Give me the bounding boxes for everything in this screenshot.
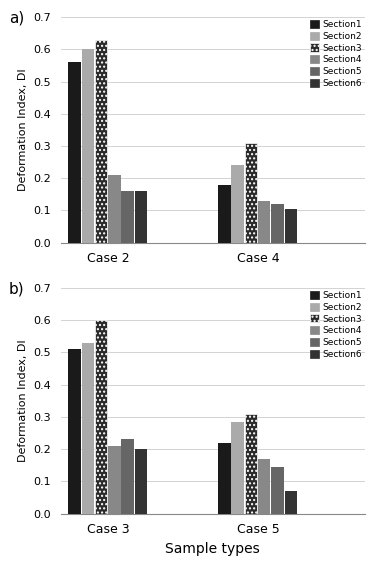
Bar [95,40,108,243]
Y-axis label: Deformation Index, DI: Deformation Index, DI [18,69,27,191]
Bar [245,414,257,514]
Y-axis label: Deformation Index, DI: Deformation Index, DI [18,340,27,462]
Legend: Section1, Section2, Section3, Section4, Section5, Section6: Section1, Section2, Section3, Section4, … [308,18,364,90]
Legend: Section1, Section2, Section3, Section4, Section5, Section6: Section1, Section2, Section3, Section4, … [308,289,364,361]
Text: a): a) [9,10,24,26]
Bar [108,175,121,243]
Bar [108,446,121,514]
Bar [135,449,147,514]
Bar [135,191,147,243]
Bar [82,49,94,243]
Bar [218,443,231,514]
Bar [68,62,81,243]
Bar [271,467,284,514]
Bar [95,320,108,514]
Bar [245,143,257,243]
Bar [232,166,244,243]
Bar [121,191,134,243]
Bar [121,439,134,514]
Bar [232,422,244,514]
Bar [271,204,284,243]
Bar [68,349,81,514]
Bar [258,201,270,243]
X-axis label: Sample types: Sample types [165,542,260,556]
Text: b): b) [9,281,24,296]
Bar [258,459,270,514]
Bar [218,185,231,243]
Bar [82,343,94,514]
Bar [285,209,297,243]
Bar [285,491,297,514]
